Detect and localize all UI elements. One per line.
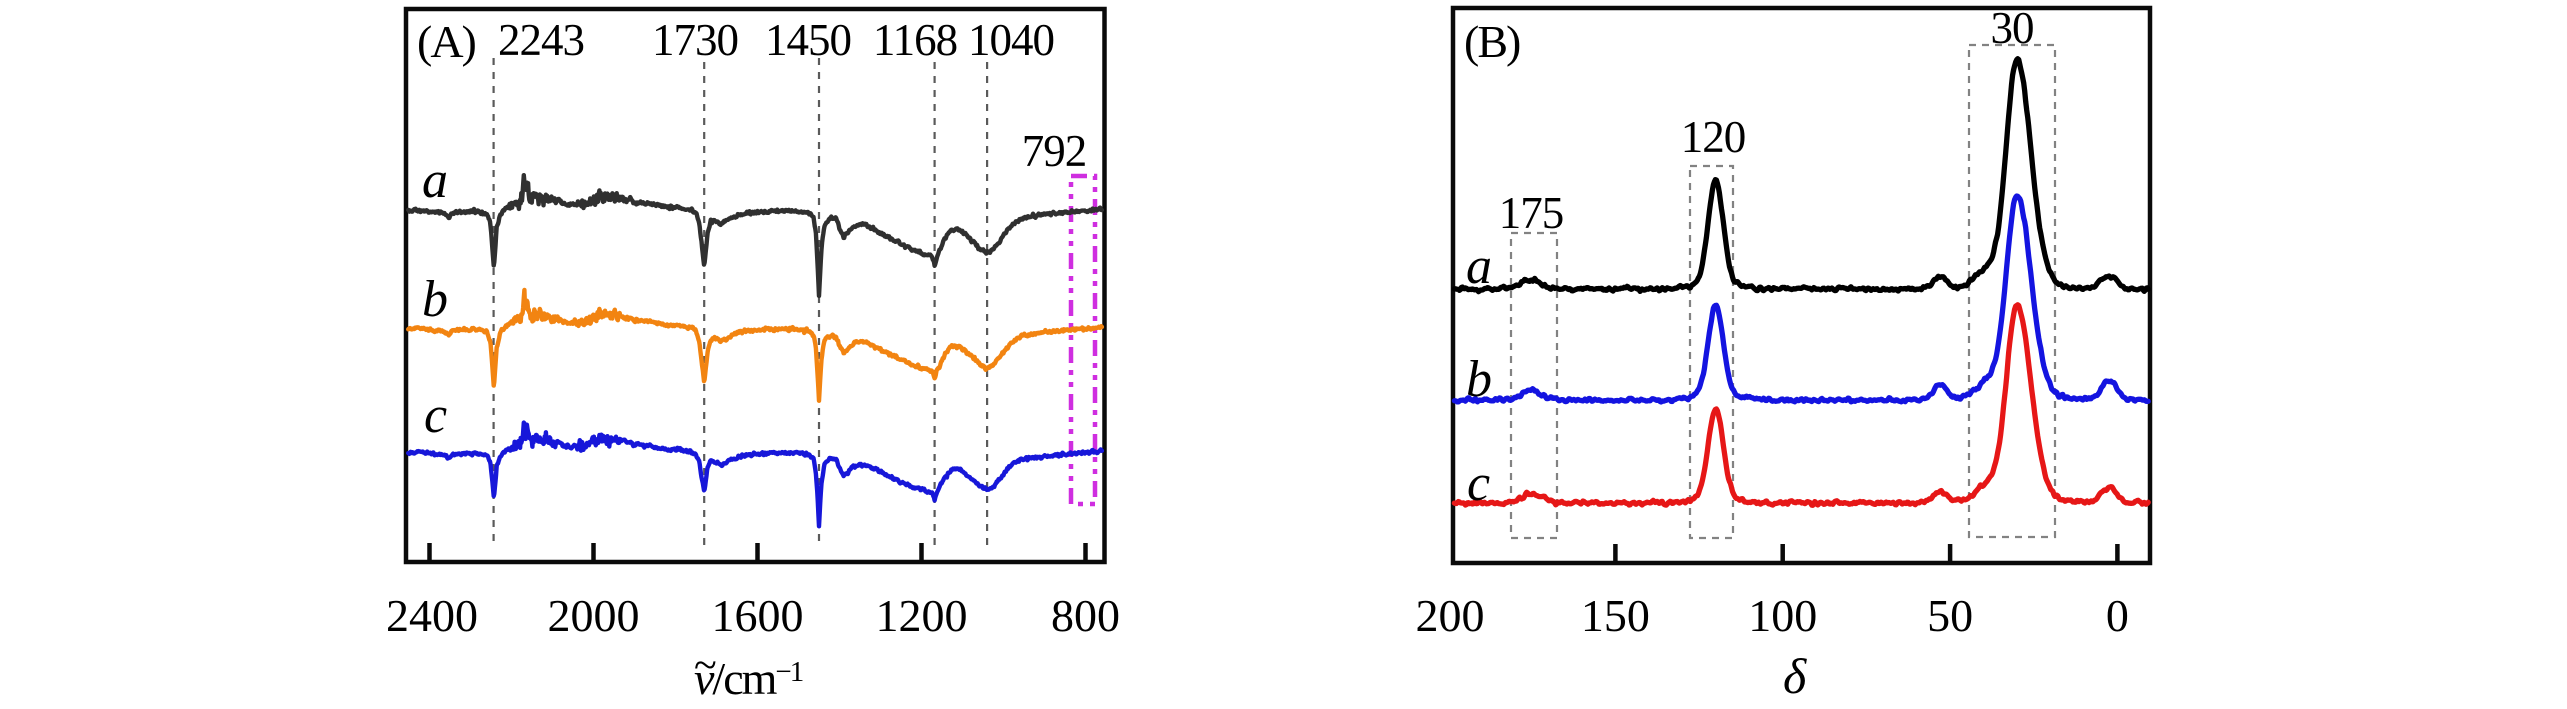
svg-text:~: ~: [694, 643, 717, 689]
svg-text:2243: 2243: [498, 15, 584, 65]
svg-text:50: 50: [1927, 590, 1973, 641]
svg-text:(B): (B): [1464, 16, 1520, 67]
svg-text:b: b: [422, 271, 448, 328]
svg-text:1730: 1730: [652, 15, 738, 65]
svg-text:200: 200: [1416, 590, 1485, 641]
svg-text:1040: 1040: [968, 15, 1054, 65]
svg-text:1168: 1168: [873, 15, 957, 65]
svg-text:a: a: [1466, 238, 1492, 295]
svg-text:1450: 1450: [765, 15, 851, 65]
svg-text:c: c: [424, 387, 447, 444]
svg-text:120: 120: [1681, 112, 1746, 162]
svg-text:δ: δ: [1783, 648, 1807, 704]
svg-text:175: 175: [1499, 188, 1564, 238]
svg-text:792: 792: [1022, 126, 1087, 176]
svg-text:1200: 1200: [876, 590, 968, 641]
svg-text:800: 800: [1051, 590, 1120, 641]
svg-text:100: 100: [1748, 590, 1817, 641]
svg-text:b: b: [1466, 351, 1492, 408]
svg-text:0: 0: [2106, 590, 2129, 641]
svg-text:2400: 2400: [386, 590, 478, 641]
svg-text:c: c: [1467, 455, 1490, 512]
svg-text:2000: 2000: [548, 590, 640, 641]
svg-text:a: a: [422, 152, 448, 209]
svg-text:(A): (A): [417, 16, 476, 67]
svg-text:30: 30: [1991, 3, 2034, 53]
svg-text:ν/cm−1: ν/cm−1: [694, 653, 803, 704]
svg-text:1600: 1600: [712, 590, 804, 641]
svg-text:150: 150: [1581, 590, 1650, 641]
